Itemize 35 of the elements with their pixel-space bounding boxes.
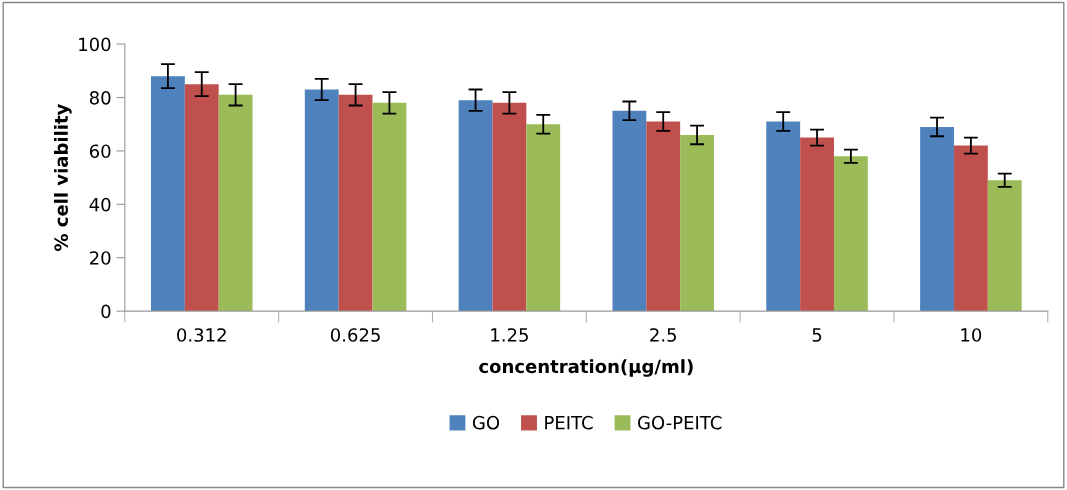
y-tick-label: 0 [101,304,111,319]
bar [150,76,185,312]
x-tick-label: 10 [961,328,982,342]
bar [766,121,801,312]
bar [646,121,681,312]
y-axis-title: % cell viability [54,103,72,252]
bar [833,156,868,312]
bar [987,180,1022,312]
bar [338,94,373,312]
bar [953,145,988,312]
bar [920,126,954,312]
bar [526,124,561,312]
bar [680,134,714,312]
legend-label: GO [472,415,500,430]
y-tick-label: 40 [89,197,111,212]
bar [800,137,834,312]
x-tick-label: 5 [812,328,822,342]
bar [218,94,253,312]
bar [372,102,407,312]
x-axis-title: concentration(µg/ml) [479,359,693,377]
y-tick-label: 80 [89,90,111,105]
bar [304,89,339,312]
bar [458,100,493,312]
x-tick-label: 1.25 [491,328,528,342]
y-tick-label: 60 [89,144,111,159]
legend-label: GO-PEITC [637,415,722,430]
bar [184,84,219,312]
y-tick-label: 20 [89,251,111,265]
y-tick-label: 100 [79,37,111,52]
x-tick-label: 2.5 [650,328,677,342]
x-tick-label: 0.625 [330,328,380,342]
legend-label: PEITC [545,415,593,430]
bar [492,102,527,312]
x-tick-label: 0.312 [177,328,226,342]
bar [612,110,647,312]
